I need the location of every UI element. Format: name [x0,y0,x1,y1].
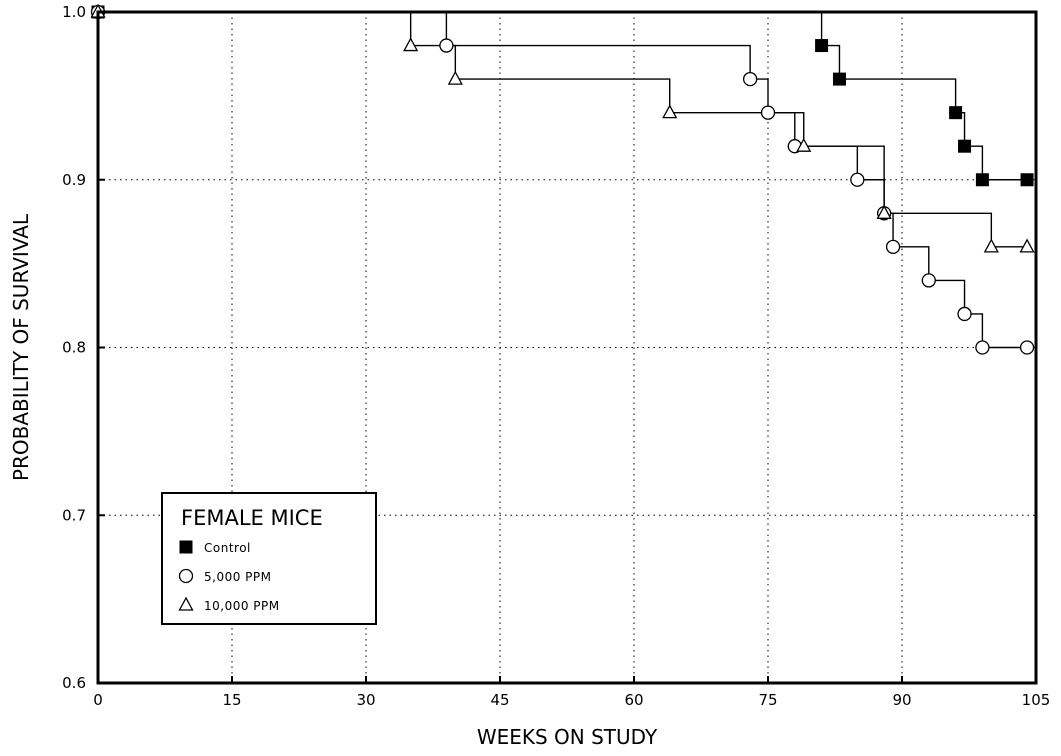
open-triangle-marker [178,596,194,611]
x-tick-label: 105 [1022,691,1051,709]
legend-entry: 10,000 PPM [178,596,280,613]
filled-square-marker [179,540,193,554]
open-triangle-marker [447,70,463,85]
x-tick-label: 15 [222,691,241,709]
y-tick-label: 0.6 [62,674,86,692]
filled-square-marker [975,173,989,187]
tick-layer: 0 15 30 45 60 75 90 105 0.6 0.7 0.8 0.9 1.0 [62,3,1050,709]
series-layer [98,11,1028,349]
legend-entry: Control [179,540,251,555]
legend-entries: Control 5,000 PPM 10,000 PPM [178,540,280,613]
filled-square-marker [1020,173,1034,187]
open-circle-marker [178,568,194,584]
x-tick-label: 30 [356,691,375,709]
legend-entry-label: 5,000 PPM [204,570,272,584]
filled-square-marker [815,39,829,53]
y-axis-label: PROBABILITY OF SURVIVAL [9,213,33,481]
open-circle-marker [885,239,901,255]
open-circle-marker [957,306,972,322]
legend: FEMALE MICE Control 5,000 PPM 10,000 PPM [161,492,377,625]
series-line-3 [98,11,1028,248]
y-tick-label: 0.8 [62,339,86,357]
series-line-1 [98,11,1028,181]
y-tick-label: 1.0 [62,3,86,21]
open-circle-marker [760,105,776,120]
y-tick-label: 0.9 [62,171,86,189]
open-circle-marker [742,71,758,87]
filled-square-marker [832,72,846,86]
open-circle-marker [975,340,990,355]
x-tick-label: 90 [892,691,911,709]
open-circle-marker [921,273,936,288]
legend-entry: 5,000 PPM [178,568,272,584]
marker-layer [90,3,1035,355]
open-triangle-marker [983,238,999,253]
legend-box [161,492,377,625]
open-triangle-marker [403,37,419,52]
y-tick-label: 0.7 [62,506,86,524]
x-tick-label: 45 [490,691,509,709]
open-circle-marker [1019,340,1035,355]
legend-entry-label: 10,000 PPM [204,599,280,613]
open-circle-marker [850,172,865,187]
legend-title: FEMALE MICE [181,506,323,530]
legend-entry-label: Control [204,541,251,555]
open-triangle-marker [876,204,892,219]
series-line-2 [98,11,1028,349]
open-triangle-marker [1019,238,1035,253]
filled-square-marker [958,139,972,153]
open-triangle-marker [662,104,678,119]
open-triangle-marker [796,137,812,152]
filled-square-marker [949,106,963,120]
x-tick-label: 75 [758,691,777,709]
open-circle-marker [439,38,454,53]
x-tick-label: 60 [624,691,643,709]
x-axis-label: WEEKS ON STUDY [477,725,658,749]
x-tick-label: 0 [93,691,103,709]
